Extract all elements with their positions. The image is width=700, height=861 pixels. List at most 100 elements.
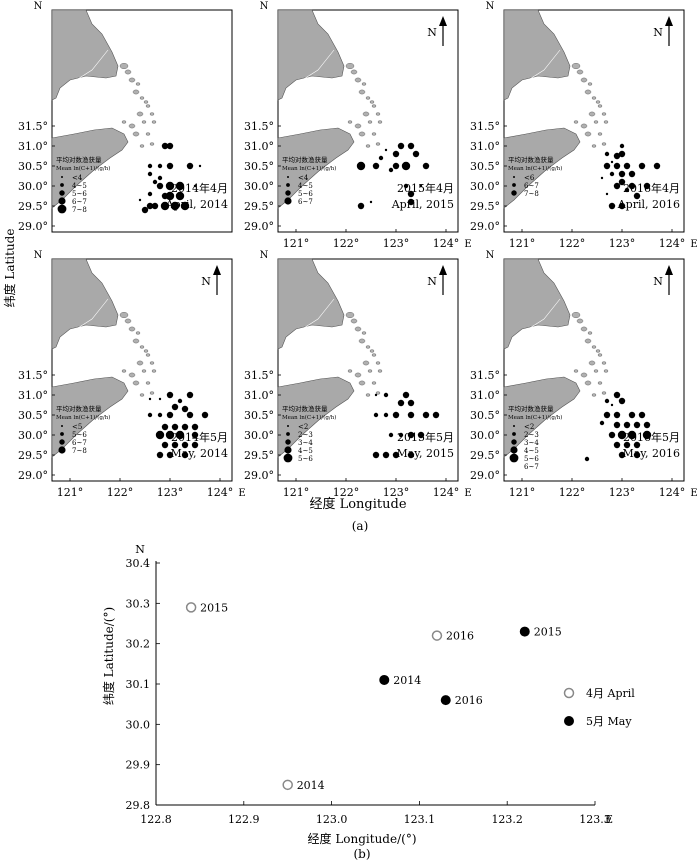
island-shape — [136, 360, 144, 366]
y-tick-label: 29.5° — [18, 200, 48, 213]
legend-label: <4 — [72, 174, 83, 182]
legend-label: 3~4 — [524, 439, 539, 447]
island-shape — [584, 338, 592, 344]
island-shape — [580, 77, 588, 83]
y-tick-label: 31.5° — [470, 369, 500, 382]
y-dir-label: N — [135, 543, 145, 556]
north-arrow-head — [213, 265, 221, 275]
catch-point — [618, 202, 626, 210]
island-shape — [132, 89, 140, 95]
x-tick-label: 123.2 — [491, 813, 523, 826]
island-shape — [591, 393, 597, 397]
island-shape — [149, 361, 155, 365]
legend-symbol — [512, 432, 516, 436]
catch-point — [412, 150, 420, 158]
y-dir-label: N — [486, 250, 495, 261]
x-tick-label: 123° — [609, 486, 636, 499]
y-tick-label: 30.0° — [18, 180, 48, 193]
catch-point — [613, 441, 621, 449]
island-shape — [603, 369, 609, 373]
island-shape — [580, 326, 588, 332]
x-tick-label: 124° — [433, 486, 460, 499]
point-year-label: 2016 — [446, 630, 474, 643]
island-shape — [580, 372, 588, 378]
x-tick-label: 122.9 — [228, 813, 260, 826]
island-shape — [601, 361, 607, 365]
y-tick-label: 29.0° — [18, 220, 48, 233]
province-border — [521, 49, 561, 85]
catch-point — [166, 162, 174, 170]
island-shape — [362, 360, 370, 366]
island-shape — [377, 369, 383, 373]
legend-label: 5月 May — [586, 715, 632, 728]
y-tick-label: 29.9 — [126, 759, 151, 772]
catch-point — [407, 431, 415, 439]
x-tick-label: 124° — [433, 237, 460, 250]
legend-label: 4~5 — [298, 447, 313, 455]
catch-point — [155, 430, 165, 440]
legend-label: 6~7 — [524, 182, 539, 190]
legend-label: 2~3 — [524, 431, 539, 439]
x-tick-label: 121° — [509, 237, 536, 250]
legend-symbol — [285, 190, 291, 196]
legend-symbol — [58, 446, 66, 454]
island-shape — [369, 100, 375, 104]
catch-point — [623, 162, 631, 170]
point-year-label: 2015 — [200, 601, 228, 614]
island-shape — [601, 391, 607, 395]
island-shape — [371, 353, 377, 357]
legend-label: <4 — [298, 174, 309, 182]
part-a-caption: (a) — [352, 519, 369, 533]
catch-point — [382, 451, 390, 459]
island-shape — [377, 120, 383, 124]
catch-point — [407, 142, 415, 150]
island-shape — [135, 82, 141, 86]
panel-label-cn: 2015年5月 — [397, 430, 454, 444]
y-tick-label: 30.5° — [244, 160, 274, 173]
catch-point — [610, 160, 614, 164]
catch-point — [181, 405, 189, 413]
island-shape — [143, 100, 149, 104]
island-shape — [593, 120, 599, 124]
island-shape — [587, 331, 593, 335]
north-label: N — [201, 275, 211, 288]
island-shape — [145, 381, 151, 385]
y-tick-label: 31.0° — [470, 140, 500, 153]
legend-label: 6~7 — [72, 198, 87, 206]
catch-point — [638, 411, 646, 419]
catch-point — [618, 451, 626, 459]
catch-point — [633, 451, 641, 459]
catch-point — [653, 162, 661, 170]
x-tick-label: 123° — [609, 237, 636, 250]
catch-point — [372, 451, 380, 459]
catch-point — [357, 202, 365, 210]
catch-point — [374, 393, 378, 397]
legend-symbol — [283, 453, 293, 463]
province-border — [69, 298, 109, 334]
island-shape — [587, 82, 593, 86]
catch-point — [407, 399, 415, 407]
island-shape — [135, 331, 141, 335]
island-shape — [371, 132, 377, 136]
catch-point — [633, 192, 641, 200]
island-shape — [580, 123, 588, 129]
part-a-xlabel: 经度 Longitude — [309, 496, 406, 512]
catch-point — [624, 187, 630, 193]
y-tick-label: 30.0 — [126, 718, 151, 731]
province-border — [69, 49, 109, 85]
island-shape — [576, 69, 584, 75]
catch-point — [369, 200, 373, 204]
island-shape — [141, 369, 147, 373]
island-shape — [119, 63, 129, 70]
catch-point — [198, 164, 202, 168]
island-shape — [347, 369, 353, 373]
x-tick-label: 121° — [283, 486, 310, 499]
part-a-ylabel: 纬度 Latitude — [2, 229, 17, 308]
island-shape — [139, 144, 145, 148]
catch-point — [151, 202, 159, 210]
island-shape — [375, 391, 381, 395]
y-tick-label: 29.0° — [244, 469, 274, 482]
